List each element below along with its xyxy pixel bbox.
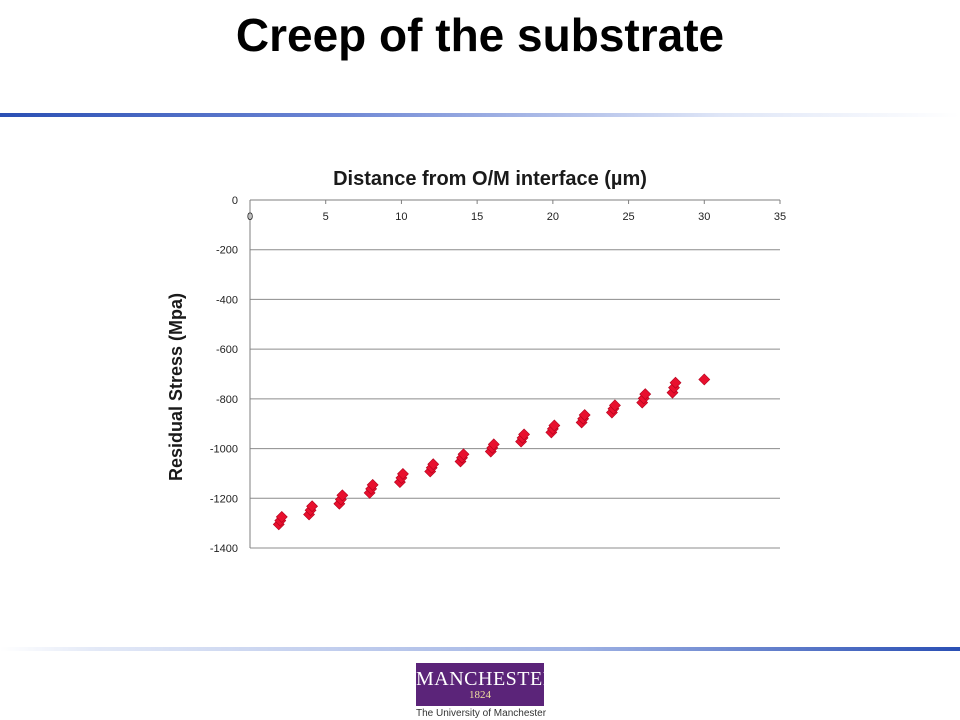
x-tick-label: 30 [698, 211, 710, 223]
data-point [518, 428, 531, 441]
scatter-chart: Distance from O/M interface (µm) Residua… [166, 168, 786, 555]
logo-name: MANCHESTER [416, 668, 557, 690]
axes [249, 199, 781, 548]
x-tick-label: 10 [395, 211, 407, 223]
data-point [639, 388, 652, 401]
y-axis-label: Residual Stress (Mpa) [166, 293, 186, 481]
data-point [427, 458, 440, 471]
y-tick-label: 0 [232, 195, 238, 207]
data-point [487, 438, 500, 451]
y-tick-label: -600 [216, 344, 238, 356]
logo-year: 1824 [469, 689, 491, 701]
y-tick-label: -1200 [210, 493, 238, 505]
gridlines [250, 249, 780, 549]
x-tick-label: 0 [247, 211, 253, 223]
data-point [336, 489, 349, 502]
y-tick-label: -400 [216, 294, 238, 306]
university-logo: MANCHESTER 1824 [416, 663, 557, 706]
top-divider [0, 113, 960, 117]
data-point [698, 373, 711, 386]
x-tick-label: 15 [471, 211, 483, 223]
chart-title: Distance from O/M interface (µm) [333, 168, 647, 190]
data-point [669, 376, 682, 389]
data-point [548, 419, 561, 432]
data-point [397, 468, 409, 480]
data-point [306, 500, 319, 513]
y-tick-label: -1400 [210, 543, 238, 555]
data-point [275, 511, 288, 523]
logo-subtitle: The University of Manchester [416, 708, 547, 719]
data-point [457, 448, 470, 461]
x-tick-label: 25 [622, 211, 634, 223]
bottom-divider [0, 647, 960, 651]
slide-title: Creep of the substrate [235, 9, 725, 61]
tick-labels: 0 -200 -400 -600 -800 -1000 -1200 -1400 0 5 10 15 20… [210, 195, 786, 555]
y-tick-label: -1000 [210, 444, 238, 456]
data-points [272, 373, 711, 531]
data-point [578, 409, 591, 421]
x-tick-label: 5 [323, 211, 329, 223]
data-point [366, 478, 379, 491]
y-tick-label: -200 [216, 245, 238, 257]
data-point [609, 399, 621, 412]
x-tick-label: 20 [547, 211, 559, 223]
x-tick-label: 35 [774, 211, 786, 223]
y-tick-label: -800 [216, 394, 238, 406]
